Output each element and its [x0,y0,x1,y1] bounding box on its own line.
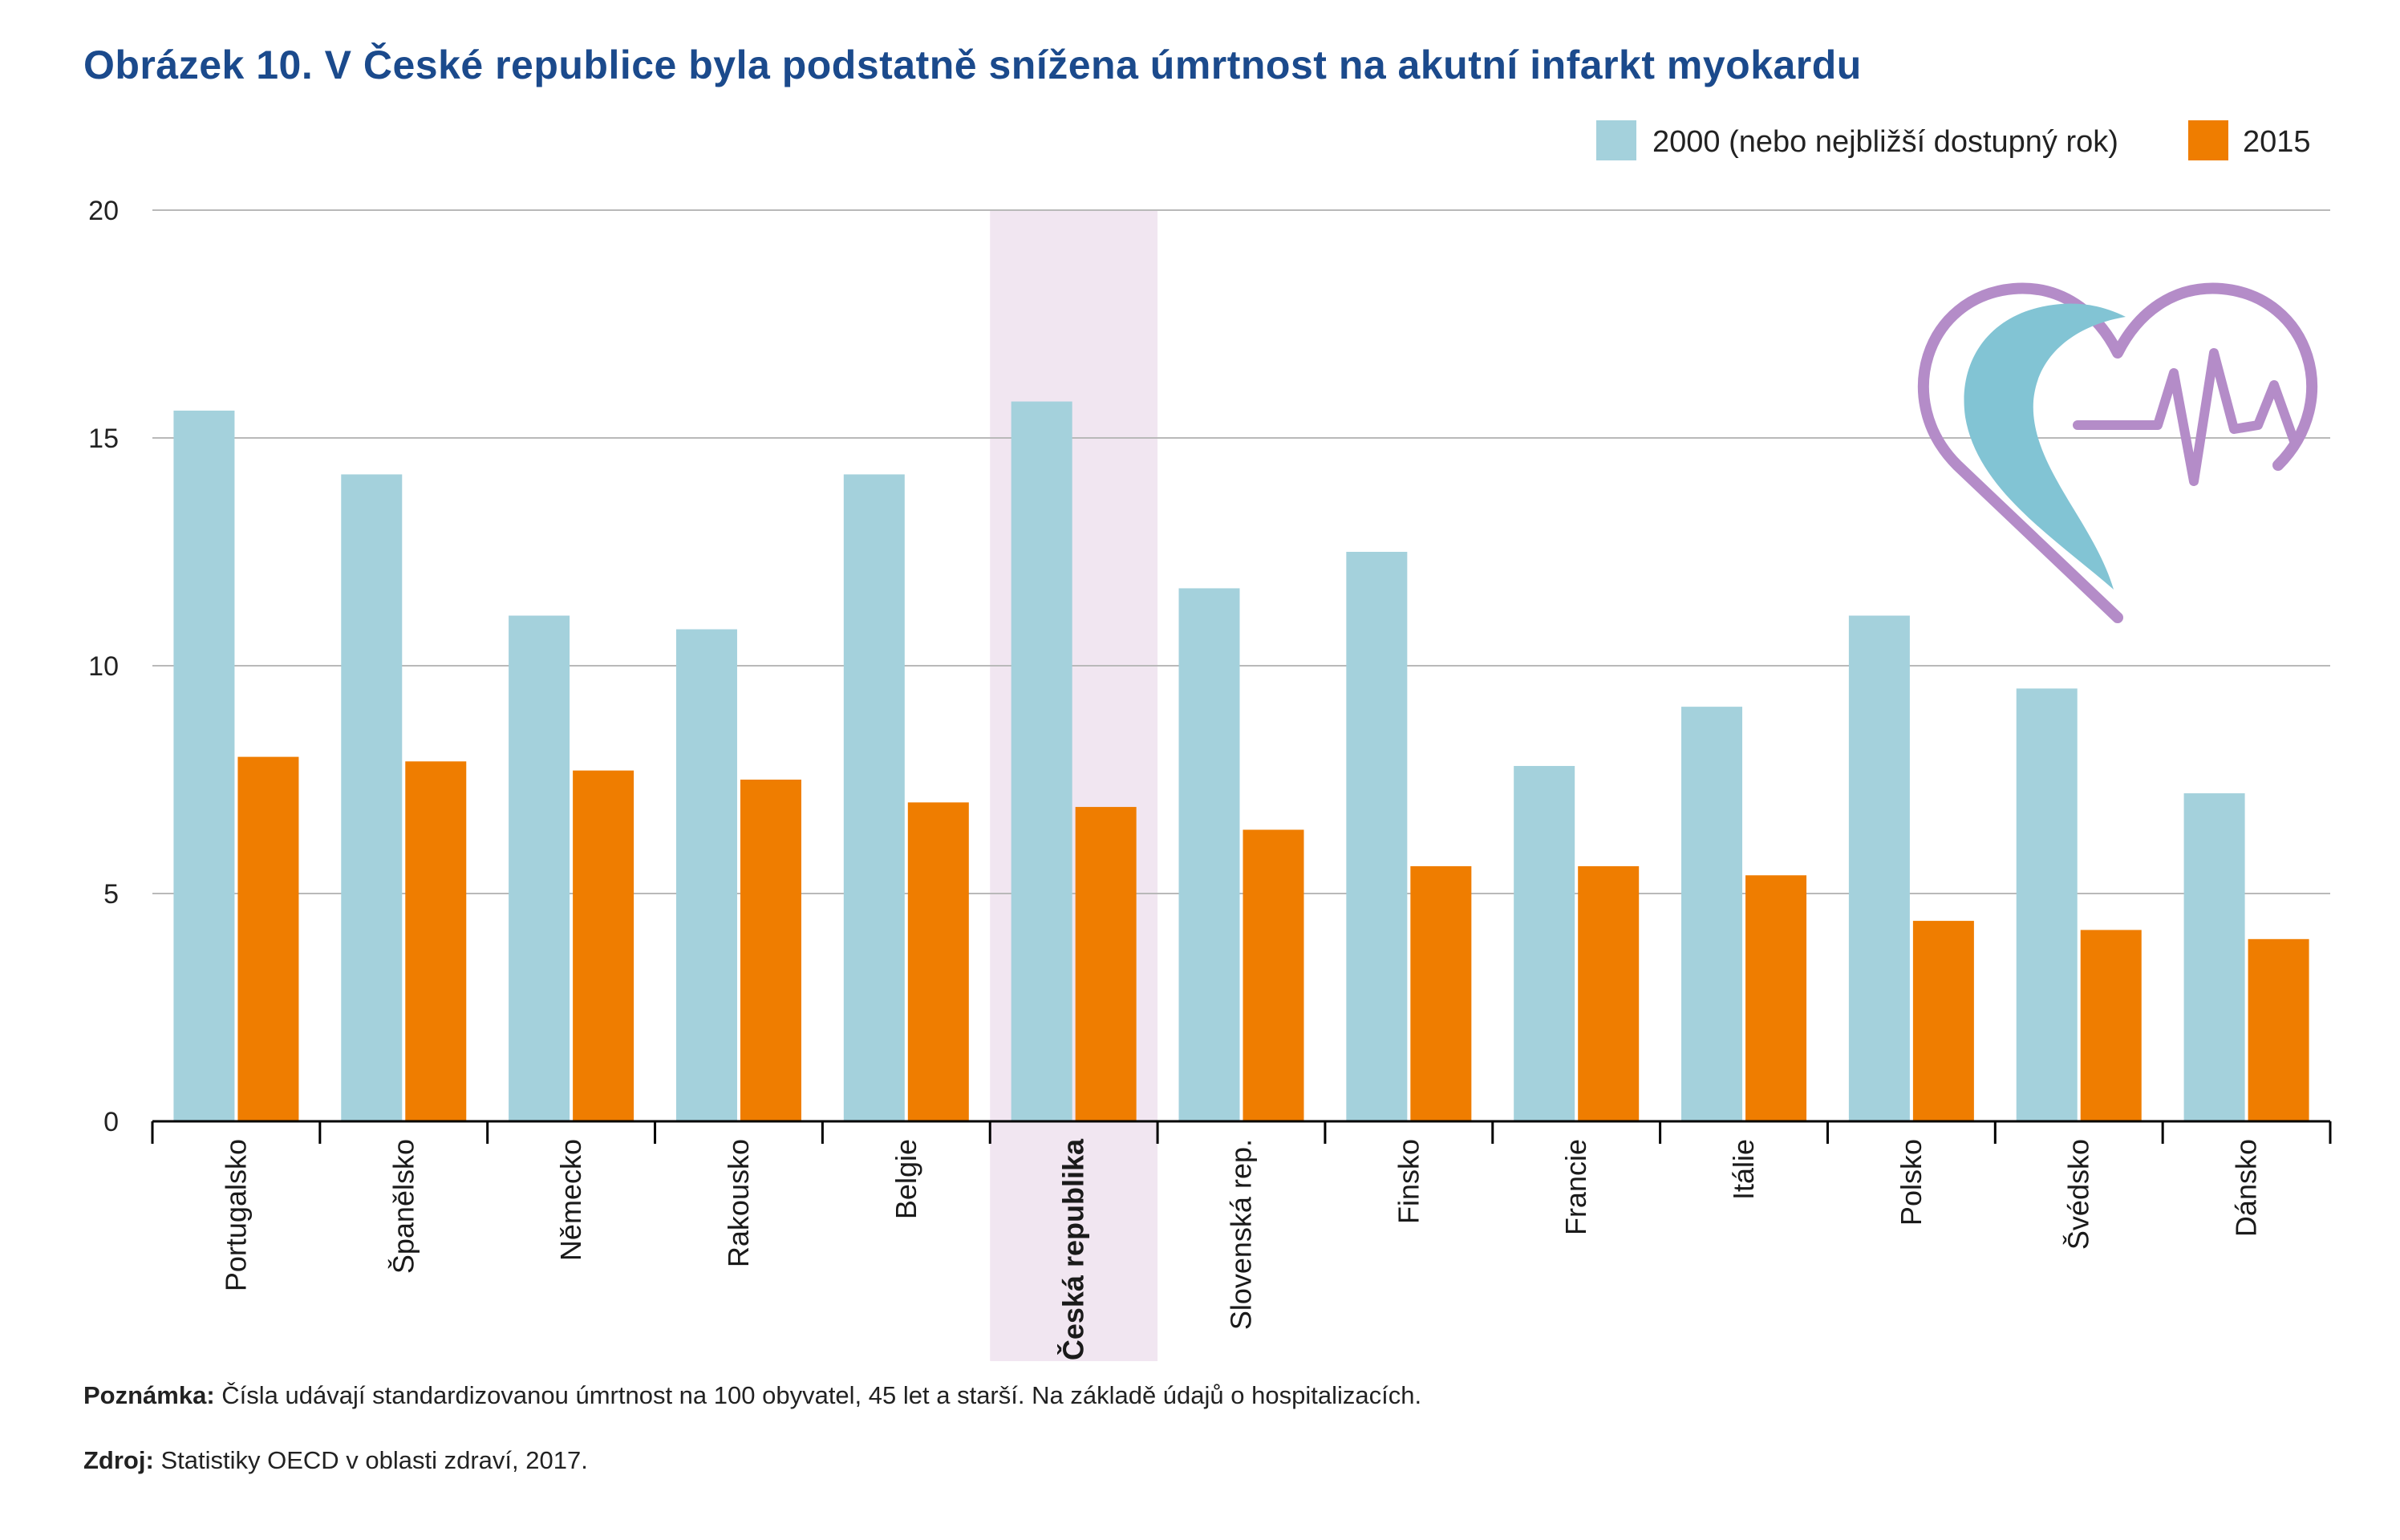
bar-2000 [1514,765,1575,1121]
bar-2000 [1848,615,1910,1121]
source: Zdroj: Statistiky OECD v oblasti zdraví,… [83,1446,588,1475]
x-tick-label: Portugalsko [219,1139,252,1291]
bar-2015 [2080,930,2142,1121]
x-tick-label: Rakousko [722,1139,755,1267]
bar-2015 [1912,921,1974,1121]
y-tick-label: 10 [88,651,119,682]
x-tick-label: Francie [1559,1139,1592,1235]
x-tick-label: Belgie [890,1139,922,1219]
y-tick-labels: 0 5 10 15 20 [88,196,119,1137]
bar-2015 [2248,938,2309,1121]
bar-layer [173,401,2309,1121]
y-tick-label: 5 [103,879,119,910]
legend-label-2000: 2000 (nebo nejbližší dostupný rok) [1652,125,2118,159]
legend: 2000 (nebo nejbližší dostupný rok) 2015 [1596,120,2311,160]
x-tick-labels: Portugalsko Španělsko Německo Rakousko Belgi… [219,1138,2262,1360]
bar-2000 [509,615,570,1121]
bar-2015 [740,780,801,1121]
y-tick-label: 0 [103,1107,119,1137]
legend-swatch-2000 [1596,120,1636,160]
bar-2000 [2016,688,2078,1121]
bar-2015 [237,756,299,1121]
source-label: Zdroj: [83,1446,154,1474]
source-text: Statistiky OECD v oblasti zdraví, 2017. [160,1446,588,1474]
x-tick-label: Polsko [1895,1139,1928,1226]
bar-2015 [907,802,969,1121]
footnote-label: Poznámka: [83,1381,215,1409]
x-tick-label: Německo [554,1139,587,1261]
x-tick-label: Itálie [1727,1139,1760,1200]
y-tick-label: 15 [88,424,119,454]
legend-label-2015: 2015 [2243,125,2311,159]
bar-2000 [675,629,737,1121]
x-tick-label: Španělsko [387,1139,420,1274]
x-tick-label: Slovenská rep. [1225,1139,1258,1330]
bar-2000 [173,410,235,1121]
x-tick-label: Švédsko [2062,1139,2095,1250]
bar-chart: 0 5 10 15 20 Portugalsko Španělsko Německo Rako… [88,120,2332,1361]
legend-swatch-2015 [2188,120,2228,160]
bar-2015 [1745,875,1807,1121]
bar-2000 [2183,793,2245,1121]
footnote-text: Čísla udávají standardizovanou úmrtnost … [221,1381,1422,1409]
x-tick-label: Finsko [1392,1139,1425,1224]
x-tick-label: Česká republika [1056,1138,1090,1360]
bar-2000 [1681,707,1743,1121]
x-tick-label: Dánsko [2230,1139,2263,1237]
bar-2015 [1410,865,1472,1121]
bar-2000 [1346,552,1408,1121]
heart-pulse-icon [1917,282,2318,623]
bar-2015 [1578,865,1640,1121]
chart-title: Obrázek 10. V České republice byla podst… [83,43,1862,87]
bar-2015 [573,770,634,1121]
bar-2015 [405,761,467,1121]
bar-2000 [1178,588,1240,1121]
bar-2000 [843,474,905,1121]
y-tick-label: 20 [88,196,119,226]
grid-layer [152,209,2330,894]
footnote: Poznámka: Čísla udávají standardizovanou… [83,1381,1421,1410]
bar-2000 [1011,401,1072,1121]
bar-2000 [341,474,403,1121]
bar-2015 [1243,829,1304,1121]
bar-2015 [1075,807,1137,1121]
x-axis [151,1120,2332,1144]
